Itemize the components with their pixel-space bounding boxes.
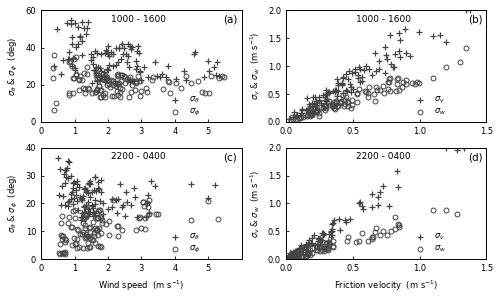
Text: $\sigma_w$: $\sigma_w$ (434, 244, 446, 254)
Text: $\sigma_\phi$: $\sigma_\phi$ (190, 244, 200, 255)
Text: (d): (d) (468, 152, 483, 162)
Text: $\sigma_\phi$: $\sigma_\phi$ (190, 106, 200, 118)
Y-axis label: $\sigma_\theta$ & $\sigma_\phi$  (deg): $\sigma_\theta$ & $\sigma_\phi$ (deg) (7, 174, 20, 233)
Y-axis label: $\sigma_v$ & $\sigma_w$  (m s$^{-1}$): $\sigma_v$ & $\sigma_w$ (m s$^{-1}$) (248, 169, 262, 238)
Text: $\sigma_\theta$: $\sigma_\theta$ (190, 94, 200, 105)
Text: (c): (c) (224, 152, 237, 162)
Text: (a): (a) (224, 15, 238, 25)
Text: $\sigma_\theta$: $\sigma_\theta$ (190, 232, 200, 242)
Text: 1000 - 1600: 1000 - 1600 (112, 15, 166, 24)
Text: $\sigma_w$: $\sigma_w$ (434, 107, 446, 117)
Text: (b): (b) (468, 15, 483, 25)
X-axis label: Wind speed  (m s$^{-1}$): Wind speed (m s$^{-1}$) (98, 279, 184, 293)
Text: 2200 - 0400: 2200 - 0400 (356, 152, 411, 161)
Text: 2200 - 0400: 2200 - 0400 (112, 152, 166, 161)
X-axis label: Friction velocity  (m s$^{-1}$): Friction velocity (m s$^{-1}$) (334, 279, 438, 293)
Y-axis label: $\sigma_\theta$ & $\sigma_\phi$  (deg): $\sigma_\theta$ & $\sigma_\phi$ (deg) (7, 37, 20, 96)
Text: $\sigma_v$: $\sigma_v$ (434, 94, 445, 105)
Text: $\sigma_v$: $\sigma_v$ (434, 232, 445, 242)
Y-axis label: $\sigma_v$ & $\sigma_w$  (m s$^{-1}$): $\sigma_v$ & $\sigma_w$ (m s$^{-1}$) (248, 32, 262, 100)
Text: 1000 - 1600: 1000 - 1600 (356, 15, 411, 24)
